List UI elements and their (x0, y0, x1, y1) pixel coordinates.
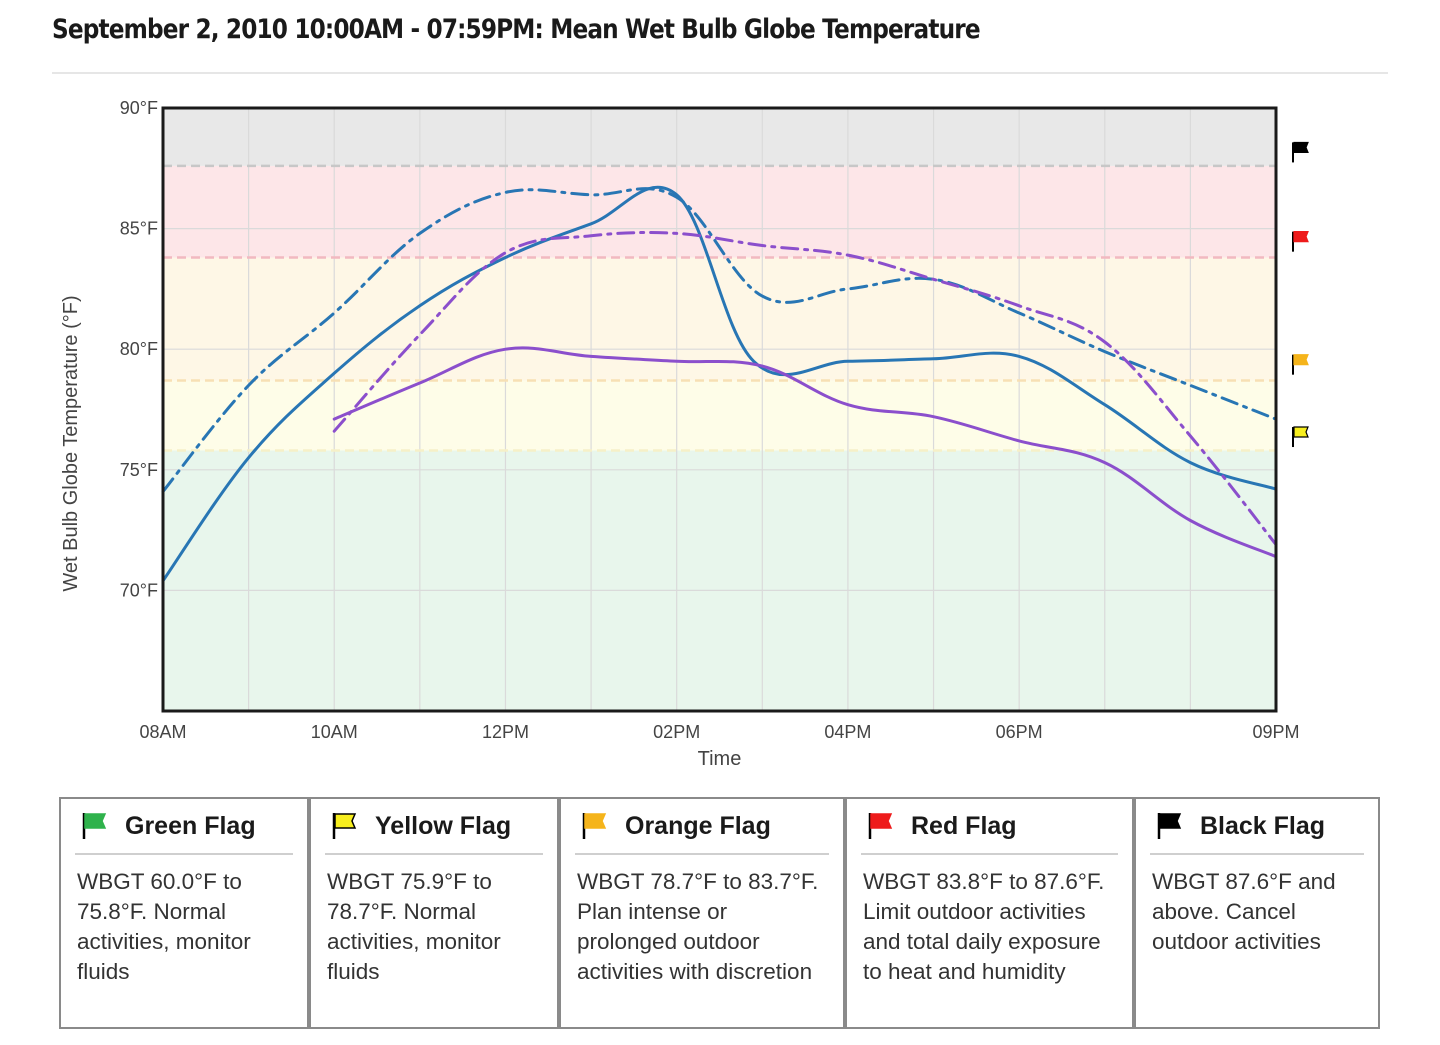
y-axis-ticks: 70°F 75°F 80°F 85°F 90°F (120, 98, 158, 600)
x-tick-label: 12PM (482, 722, 529, 742)
y-tick-label: 80°F (120, 339, 158, 359)
legend-card-title: Yellow Flag (375, 811, 512, 840)
legend-card-description: WBGT 83.8°F to 87.6°F. Limit outdoor act… (863, 869, 1105, 984)
red-flag-icon (867, 811, 895, 841)
series-line-4 (332, 231, 1278, 547)
flag-legend: Green Flag WBGT 60.0°F to 75.8°F. Normal… (59, 797, 1381, 1029)
x-tick-label: 04PM (824, 722, 871, 742)
threshold-lines (163, 164, 1276, 452)
legend-card-header: Black Flag (1150, 799, 1364, 855)
legend-card-title: Black Flag (1200, 811, 1326, 840)
black-band (163, 108, 1276, 166)
legend-card-header: Yellow Flag (325, 799, 543, 855)
yellow-flag-marker-icon (1292, 426, 1309, 448)
legend-card-orange: Orange Flag WBGT 78.7°F to 83.7°F. Plan … (559, 797, 845, 1029)
page-title: September 2, 2010 10:00AM - 07:59PM: Mea… (52, 14, 981, 45)
legend-card-black: Black Flag WBGT 87.6°F and above. Cancel… (1134, 797, 1380, 1029)
legend-card-description: WBGT 78.7°F to 83.7°F. Plan intense or p… (577, 869, 819, 984)
legend-card-title: Green Flag (125, 811, 256, 840)
x-tick-label: 10AM (311, 722, 358, 742)
flag-markers (1292, 141, 1309, 448)
y-tick-label: 75°F (120, 460, 158, 480)
y-tick-label: 70°F (120, 580, 158, 600)
legend-card-description: WBGT 87.6°F and above. Cancel outdoor ac… (1152, 869, 1336, 954)
green-band (163, 450, 1276, 711)
x-axis-ticks: 08AM 10AM 12PM 02PM 04PM 06PM 09PM (139, 722, 1299, 742)
legend-card-header: Orange Flag (575, 799, 829, 855)
legend-card-title: Red Flag (911, 811, 1017, 840)
orange-flag-marker-icon (1292, 354, 1309, 375)
legend-card-red: Red Flag WBGT 83.8°F to 87.6°F. Limit ou… (845, 797, 1134, 1029)
x-tick-label: 08AM (139, 722, 186, 742)
green-flag-icon (81, 811, 109, 841)
red-flag-marker-icon (1292, 231, 1309, 252)
x-tick-label: 02PM (653, 722, 700, 742)
x-tick-label: 09PM (1252, 722, 1299, 742)
legend-card-green: Green Flag WBGT 60.0°F to 75.8°F. Normal… (59, 797, 309, 1029)
legend-card-header: Red Flag (861, 799, 1118, 855)
plot-frame (161, 106, 1278, 713)
x-axis-title: Time (698, 748, 742, 770)
flag-bands (163, 108, 1276, 711)
legend-card-title: Orange Flag (625, 811, 771, 840)
wbgt-chart: 70°F 75°F 80°F 85°F 90°F 08AM 10AM 12PM 02PM 04P… (60, 98, 1309, 770)
black-flag-icon (1156, 811, 1184, 841)
title-divider (52, 72, 1388, 74)
y-tick-label: 85°F (120, 219, 158, 239)
series-line-3 (332, 346, 1278, 559)
yellow-band (163, 380, 1276, 451)
legend-card-description: WBGT 60.0°F to 75.8°F. Normal activities… (77, 869, 251, 984)
y-axis-title: Wet Bulb Globe Temperature (°F) (60, 295, 82, 591)
series-line-2 (161, 187, 1278, 493)
series-lines (161, 185, 1278, 583)
yellow-flag-icon (331, 811, 359, 841)
legend-card-header: Green Flag (75, 799, 293, 855)
legend-card-description: WBGT 75.9°F to 78.7°F. Normal activities… (327, 869, 501, 984)
red-band (163, 165, 1276, 258)
orange-flag-icon (581, 811, 609, 841)
y-tick-label: 90°F (120, 98, 158, 118)
black-flag-marker-icon (1292, 141, 1309, 163)
legend-card-yellow: Yellow Flag WBGT 75.9°F to 78.7°F. Norma… (309, 797, 559, 1029)
x-tick-label: 06PM (996, 722, 1043, 742)
series-line-1 (161, 185, 1278, 583)
